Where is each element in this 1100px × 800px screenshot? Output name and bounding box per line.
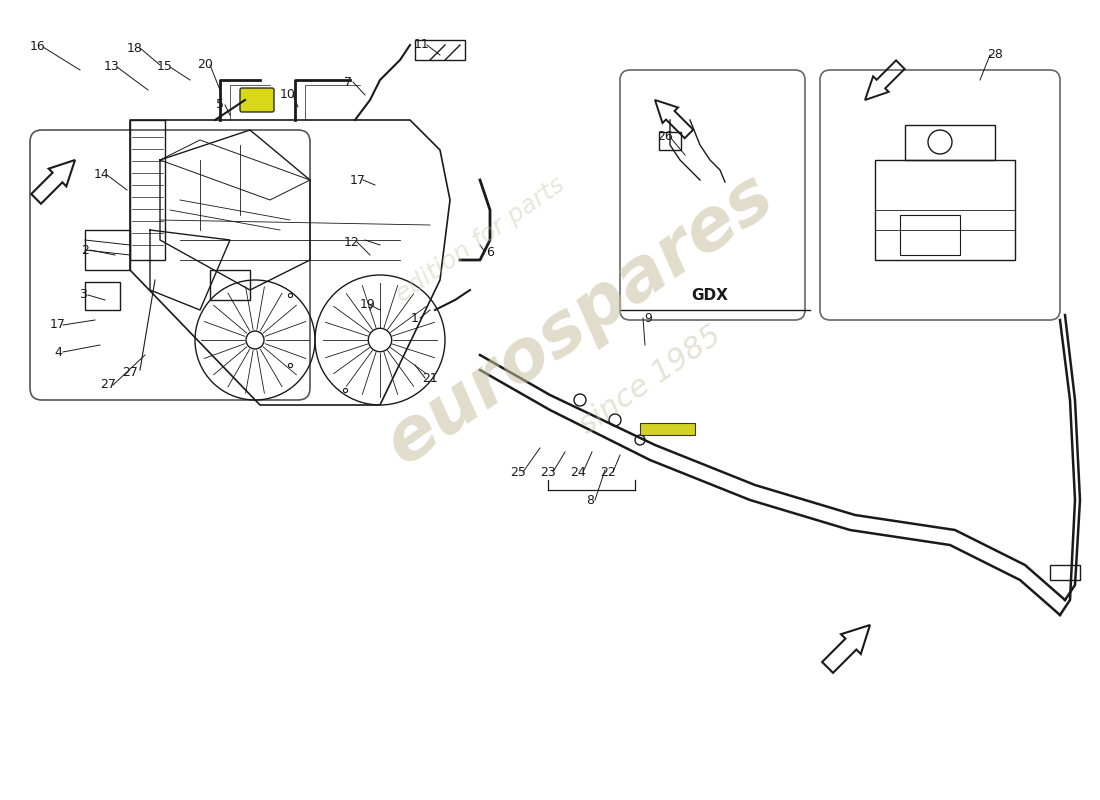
Text: since 1985: since 1985	[573, 320, 726, 440]
Text: 22: 22	[601, 466, 616, 478]
Bar	[874, 160, 1015, 260]
Text: GDX: GDX	[692, 288, 728, 303]
Text: 6: 6	[486, 246, 494, 258]
Text: 16: 16	[30, 41, 46, 54]
Bar	[1050, 565, 1080, 580]
Text: 8: 8	[586, 494, 594, 506]
Text: 12: 12	[344, 235, 360, 249]
Text: 7: 7	[344, 75, 352, 89]
Text: 11: 11	[414, 38, 430, 51]
Text: eurospares: eurospares	[373, 161, 786, 479]
Text: 25: 25	[510, 466, 526, 478]
FancyBboxPatch shape	[240, 88, 274, 112]
Text: 2: 2	[81, 243, 89, 257]
Text: 17: 17	[350, 174, 366, 186]
Bar	[85, 230, 130, 270]
Text: 1: 1	[411, 311, 419, 325]
Text: edition for parts: edition for parts	[390, 173, 569, 307]
Text: 23: 23	[540, 466, 556, 478]
Bar	[905, 125, 996, 160]
Circle shape	[635, 435, 645, 445]
Text: 17: 17	[51, 318, 66, 331]
Bar	[415, 40, 465, 60]
Text: 27: 27	[100, 378, 116, 391]
Text: 27: 27	[122, 366, 138, 378]
Text: 10: 10	[280, 89, 296, 102]
Text: 20: 20	[197, 58, 213, 71]
Circle shape	[574, 394, 586, 406]
Text: 18: 18	[128, 42, 143, 54]
Text: 9: 9	[645, 311, 652, 325]
Bar	[85, 282, 120, 310]
Text: 5: 5	[216, 98, 224, 111]
Text: 14: 14	[95, 169, 110, 182]
Circle shape	[609, 414, 622, 426]
Text: 15: 15	[157, 61, 173, 74]
Text: 26: 26	[657, 130, 673, 143]
Text: 3: 3	[79, 289, 87, 302]
Text: 19: 19	[360, 298, 376, 311]
Text: 28: 28	[987, 49, 1003, 62]
Text: 13: 13	[104, 61, 120, 74]
Bar	[900, 215, 960, 255]
Bar	[640, 423, 695, 435]
Text: 24: 24	[570, 466, 586, 478]
Bar	[210, 270, 250, 300]
Text: 4: 4	[54, 346, 62, 358]
Text: 21: 21	[422, 371, 438, 385]
Bar	[659, 132, 681, 150]
